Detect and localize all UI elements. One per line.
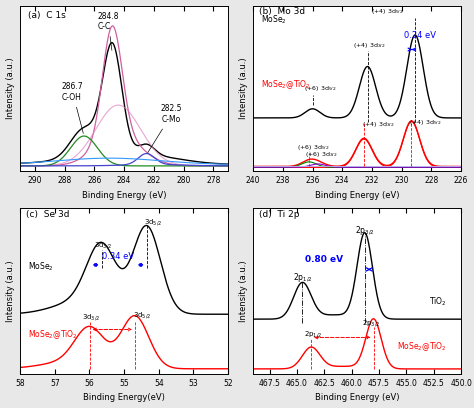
Text: 3d$_{5/2}$: 3d$_{5/2}$ [133, 310, 151, 321]
Text: 284.8
C-C: 284.8 C-C [97, 11, 119, 50]
Text: 0.34 eV: 0.34 eV [102, 252, 134, 261]
Text: MoSe$_2$: MoSe$_2$ [28, 261, 54, 273]
Text: 3d$_{3/2}$: 3d$_{3/2}$ [82, 312, 100, 323]
Y-axis label: Intensity (a.u.): Intensity (a.u.) [6, 260, 15, 322]
Text: (+6) 3d$_{5/2}$: (+6) 3d$_{5/2}$ [297, 144, 330, 152]
Text: 286.7
C-OH: 286.7 C-OH [62, 82, 83, 133]
Text: MoSe$_2$@TiO$_2$: MoSe$_2$@TiO$_2$ [28, 329, 78, 341]
Text: 2p$_{1/2}$: 2p$_{1/2}$ [292, 272, 312, 284]
Text: (a)  C 1s: (a) C 1s [28, 11, 66, 20]
Text: MoSe$_2$@TiO$_2$: MoSe$_2$@TiO$_2$ [261, 78, 311, 91]
Text: 0.80 eV: 0.80 eV [305, 255, 343, 264]
Text: 2p$_{3/2}$: 2p$_{3/2}$ [362, 319, 381, 329]
Text: (d)  Ti 2p: (d) Ti 2p [259, 210, 300, 219]
Text: TiO$_2$: TiO$_2$ [429, 295, 447, 308]
X-axis label: Binding Energy (eV): Binding Energy (eV) [315, 191, 400, 200]
Text: MoSe$_2$: MoSe$_2$ [261, 14, 287, 27]
Text: 0.24 eV: 0.24 eV [403, 31, 436, 40]
Text: (+4) 3d$_{5/2}$: (+4) 3d$_{5/2}$ [409, 119, 441, 127]
X-axis label: Binding Energy (eV): Binding Energy (eV) [315, 393, 400, 402]
Y-axis label: Intensity (a.u.): Intensity (a.u.) [6, 58, 15, 119]
Text: (+4) 3d$_{3/2}$: (+4) 3d$_{3/2}$ [353, 41, 385, 49]
Text: 2p$_{3/2}$: 2p$_{3/2}$ [355, 224, 374, 237]
Text: (+4) 3d$_{5/2}$: (+4) 3d$_{5/2}$ [371, 8, 403, 16]
Text: (+6) 3d$_{3/2}$: (+6) 3d$_{3/2}$ [305, 150, 337, 159]
Text: (+6) 3d$_{5/2}$: (+6) 3d$_{5/2}$ [304, 84, 336, 93]
X-axis label: Binding Energy (eV): Binding Energy (eV) [82, 191, 166, 200]
Text: 3d$_{3/2}$: 3d$_{3/2}$ [94, 241, 112, 251]
Y-axis label: Intensity (a.u.): Intensity (a.u.) [238, 58, 247, 119]
Y-axis label: Intensity (a.u.): Intensity (a.u.) [238, 260, 247, 322]
X-axis label: Binding Energy(eV): Binding Energy(eV) [83, 393, 165, 402]
Text: 2p$_{1/2}$: 2p$_{1/2}$ [304, 330, 322, 340]
Text: (c)  Se 3d: (c) Se 3d [27, 210, 70, 219]
Text: (+4) 3d$_{3/2}$: (+4) 3d$_{3/2}$ [362, 120, 394, 129]
Text: 3d$_{5/2}$: 3d$_{5/2}$ [144, 217, 162, 228]
Text: (b)  Mo 3d: (b) Mo 3d [259, 7, 305, 16]
Text: 282.5
C-Mo: 282.5 C-Mo [148, 104, 182, 153]
Text: MoSe$_2$@TiO$_2$: MoSe$_2$@TiO$_2$ [397, 340, 447, 353]
